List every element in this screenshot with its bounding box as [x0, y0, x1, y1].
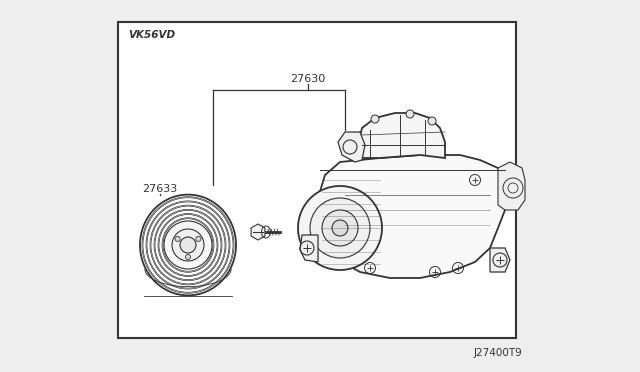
Circle shape	[406, 110, 414, 118]
Ellipse shape	[180, 237, 196, 253]
Polygon shape	[251, 224, 265, 240]
Ellipse shape	[172, 229, 204, 261]
Circle shape	[332, 220, 348, 236]
Ellipse shape	[175, 237, 180, 241]
Polygon shape	[498, 162, 525, 210]
Polygon shape	[300, 235, 318, 262]
Circle shape	[322, 210, 358, 246]
Polygon shape	[490, 248, 510, 272]
Text: 27633: 27633	[142, 184, 177, 194]
Polygon shape	[338, 132, 365, 162]
Bar	[118, 22, 516, 338]
Circle shape	[310, 198, 370, 258]
Circle shape	[371, 115, 379, 123]
Circle shape	[428, 117, 436, 125]
Circle shape	[298, 186, 382, 270]
Text: VK56VD: VK56VD	[128, 30, 175, 40]
Ellipse shape	[186, 254, 191, 260]
Text: J27400T9: J27400T9	[473, 348, 522, 358]
Text: 27630: 27630	[290, 74, 325, 84]
Ellipse shape	[196, 237, 201, 241]
Polygon shape	[355, 113, 445, 158]
Polygon shape	[318, 155, 505, 278]
Ellipse shape	[164, 221, 212, 269]
